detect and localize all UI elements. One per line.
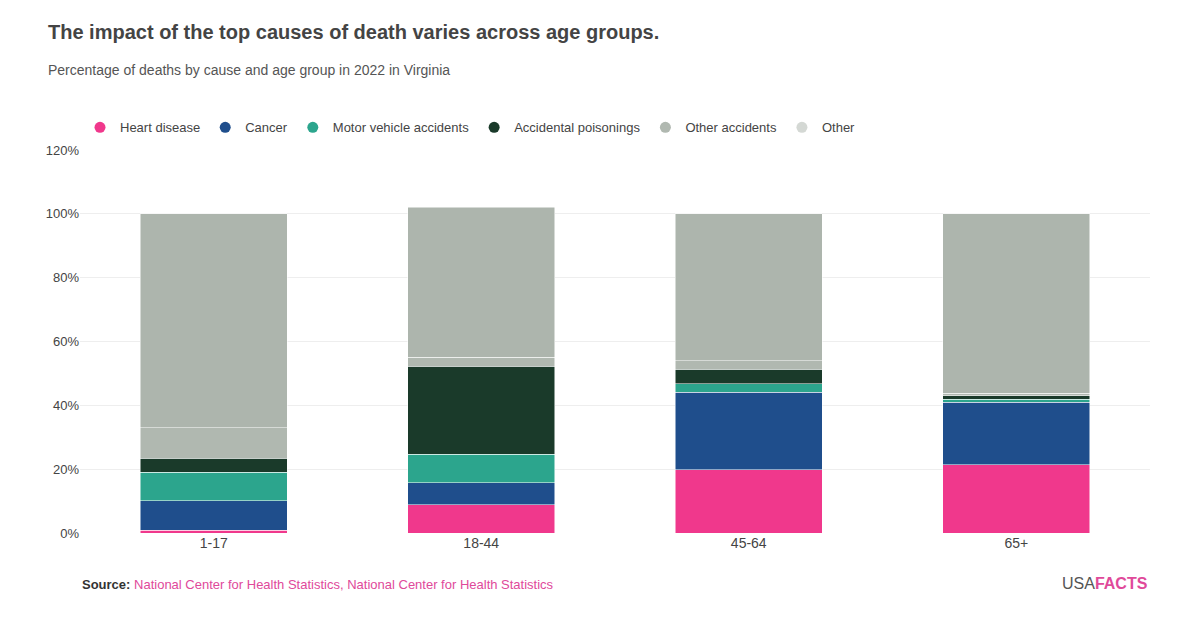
svg-text:60%: 60% [53,334,79,349]
svg-text:40%: 40% [53,398,79,413]
svg-text:80%: 80% [53,270,79,285]
svg-text:Source: National Center for He: Source: National Center for Health Stati… [82,577,554,592]
svg-text:Other accidents: Other accidents [685,120,777,135]
svg-text:Heart disease: Heart disease [120,120,200,135]
svg-text:100%: 100% [46,206,80,221]
svg-text:45-64: 45-64 [731,535,767,551]
svg-text:Other: Other [822,120,855,135]
svg-text:120%: 120% [46,143,80,158]
svg-text:Cancer: Cancer [245,120,288,135]
svg-text:Accidental poisonings: Accidental poisonings [514,120,640,135]
svg-text:20%: 20% [53,462,79,477]
svg-text:Percentage of deaths by cause: Percentage of deaths by cause and age gr… [48,62,450,78]
svg-text:USAFACTS: USAFACTS [1062,575,1148,592]
svg-text:1-17: 1-17 [200,535,228,551]
svg-text:Motor vehicle accidents: Motor vehicle accidents [333,120,469,135]
svg-text:18-44: 18-44 [463,535,499,551]
svg-text:The impact of the top causes o: The impact of the top causes of death va… [48,21,659,43]
svg-text:65+: 65+ [1004,535,1028,551]
svg-text:0%: 0% [60,526,79,541]
